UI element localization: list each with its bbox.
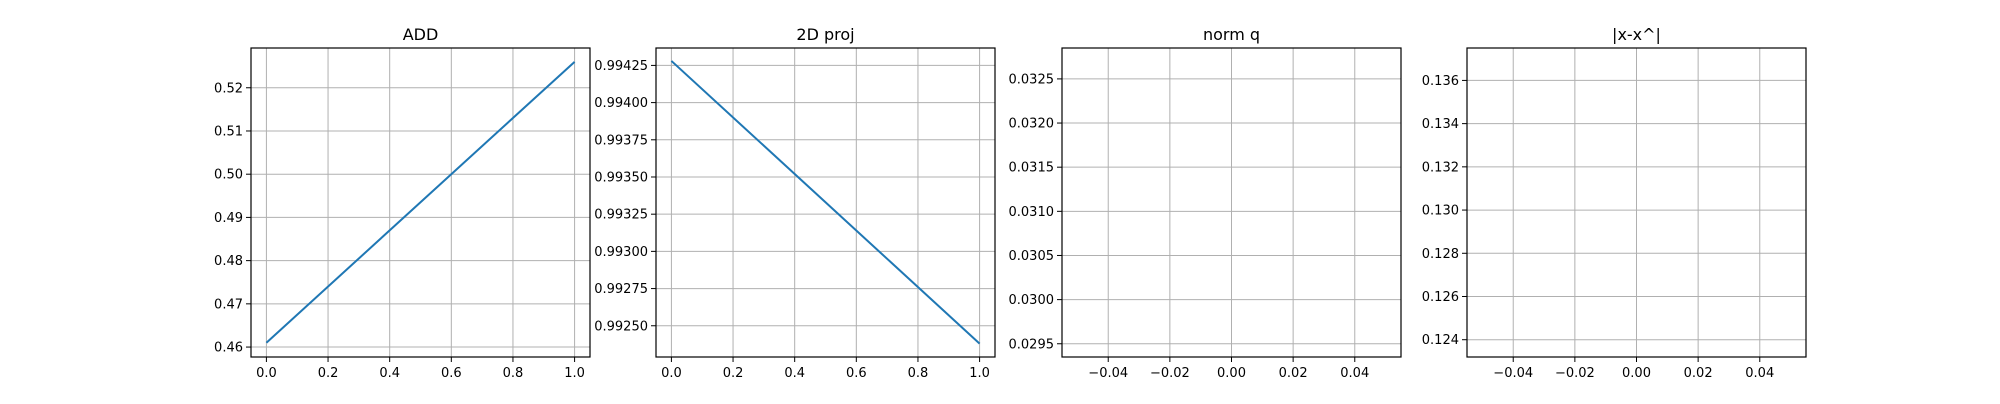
series-line [670, 60, 981, 345]
y-tick-label: 0.124 [1422, 333, 1459, 348]
y-tick-label: 0.134 [1422, 117, 1459, 132]
x-tick-label: 0.04 [1340, 366, 1369, 381]
x-tick-label: 0.8 [908, 366, 929, 381]
y-tick-label: 0.0305 [1009, 249, 1055, 264]
y-tick-label: 0.48 [214, 254, 243, 269]
panel-2d-proj: 2D proj 0.0 0.2 0.4 0.6 0.8 1.0 0.99250 0.99275… [594, 25, 996, 381]
y-tick-label: 0.99300 [594, 245, 648, 260]
y-tick-label: 0.130 [1422, 204, 1459, 219]
y-tick-label: 0.51 [214, 124, 243, 139]
y-tick-label: 0.0325 [1009, 72, 1055, 87]
x-tick-label: −0.04 [1493, 366, 1533, 381]
y-tick-label: 0.99400 [594, 96, 648, 111]
y-tick-label: 0.47 [214, 297, 243, 312]
x-tick-label: 0.0 [661, 366, 682, 381]
y-tick-label: 0.136 [1422, 74, 1459, 89]
x-tick-label: 1.0 [564, 366, 585, 381]
y-tick-label: 0.0310 [1009, 205, 1055, 220]
x-tick-label: 0.8 [503, 366, 524, 381]
y-tick-label: 0.0320 [1009, 117, 1055, 132]
panel-x-error: |x-x^| −0.04 −0.02 0.00 0.02 0.04 0.124 0.126 0… [1422, 25, 1807, 381]
x-tick-label: −0.02 [1150, 366, 1190, 381]
y-tick-label: 0.99325 [594, 208, 648, 223]
panel-title: ADD [403, 25, 439, 44]
panel-title: 2D proj [796, 25, 854, 44]
y-tick-label: 0.99250 [594, 319, 648, 334]
y-tick-label: 0.0300 [1009, 293, 1055, 308]
x-tick-label: 0.04 [1745, 366, 1774, 381]
x-tick-label: 0.6 [846, 366, 867, 381]
series-line [265, 61, 576, 344]
y-tick-label: 0.132 [1422, 160, 1459, 175]
y-tick-label: 0.49 [214, 211, 243, 226]
y-tick-label: 0.99275 [594, 282, 648, 297]
x-tick-label: −0.04 [1088, 366, 1128, 381]
x-tick-label: 0.02 [1279, 366, 1308, 381]
x-tick-label: 0.4 [379, 366, 400, 381]
panel-title: norm q [1203, 25, 1260, 44]
x-tick-label: 0.6 [441, 366, 462, 381]
x-tick-label: 0.00 [1622, 366, 1651, 381]
x-tick-label: −0.02 [1555, 366, 1595, 381]
panel-norm-q: norm q −0.04 −0.02 0.00 0.02 0.04 0.0295 0.030… [1009, 25, 1402, 381]
x-tick-label: 0.2 [318, 366, 339, 381]
panel-add: ADD 0.0 0.2 0.4 0.6 0.8 1.0 0.46 0.47 0.48 0.49 0.… [214, 25, 591, 381]
x-tick-label: 0.2 [723, 366, 744, 381]
y-tick-label: 0.52 [214, 81, 243, 96]
y-tick-label: 0.50 [214, 168, 243, 183]
x-tick-label: 1.0 [969, 366, 990, 381]
y-tick-label: 0.99350 [594, 170, 648, 185]
x-tick-label: 0.02 [1684, 366, 1713, 381]
y-tick-label: 0.126 [1422, 290, 1459, 305]
y-tick-label: 0.99375 [594, 133, 648, 148]
axes-frame [655, 47, 996, 358]
y-tick-label: 0.99425 [594, 59, 648, 74]
x-tick-label: 0.0 [256, 366, 277, 381]
y-tick-label: 0.0315 [1009, 161, 1055, 176]
y-tick-label: 0.128 [1422, 247, 1459, 262]
y-tick-label: 0.0295 [1009, 337, 1055, 352]
y-tick-label: 0.46 [214, 341, 243, 356]
x-tick-label: 0.00 [1217, 366, 1246, 381]
panel-title: |x-x^| [1612, 25, 1661, 44]
axes-frame [250, 47, 591, 358]
x-tick-label: 0.4 [784, 366, 805, 381]
